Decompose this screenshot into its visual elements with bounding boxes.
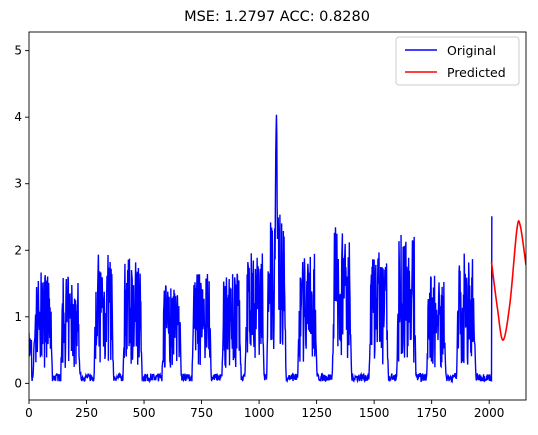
x-tick-label: 2000 (474, 406, 505, 420)
y-axis: 0 1 2 3 4 5 (14, 44, 29, 390)
y-tick-label: 2 (14, 243, 22, 257)
x-tick-label: 1500 (359, 406, 390, 420)
legend-label-original: Original (447, 43, 496, 58)
y-tick-label: 5 (14, 44, 22, 58)
legend: Original Predicted (395, 36, 520, 86)
y-tick-label: 1 (14, 310, 22, 324)
x-tick-label: 500 (133, 406, 156, 420)
legend-box (395, 36, 520, 86)
x-tick-label: 1750 (416, 406, 447, 420)
x-axis: 0 250 500 750 1000 1250 1500 1750 2000 (25, 400, 504, 420)
plot-area (28, 31, 527, 401)
chart-title: MSE: 1.2797 ACC: 0.8280 (184, 9, 370, 25)
plot-frame (28, 31, 527, 401)
x-tick-label: 1000 (244, 406, 275, 420)
series-original-line (29, 114, 493, 384)
y-tick-label: 0 (14, 376, 22, 390)
x-tick-label: 0 (25, 406, 33, 420)
y-tick-label: 4 (14, 110, 22, 124)
legend-label-predicted: Predicted (447, 65, 506, 80)
x-tick-label: 1250 (301, 406, 332, 420)
x-tick-label: 750 (190, 406, 213, 420)
series-predicted-line (490, 220, 526, 341)
x-tick-label: 250 (75, 406, 98, 420)
y-tick-label: 3 (14, 177, 22, 191)
